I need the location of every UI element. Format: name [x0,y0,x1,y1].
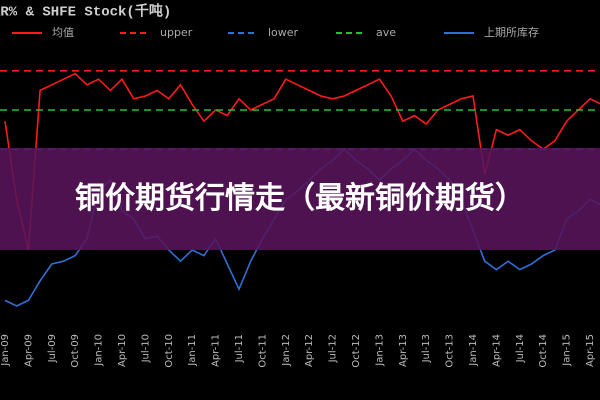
x-tick-label: Oct-09 [70,334,81,368]
x-tick-label: Jan-13 [374,334,385,367]
x-tick-label: Oct-13 [445,334,456,368]
x-tick-label: Apr-12 [304,334,315,367]
x-tick-label: Jan-12 [281,334,292,367]
x-tick-label: Jul-09 [47,334,58,363]
legend-label: ave [376,26,396,39]
x-tick-label: Apr-10 [117,334,128,367]
x-tick-label: Oct-12 [351,334,362,368]
x-tick-label: Jan-10 [94,334,105,367]
series-line [4,72,600,251]
x-tick-label: Jul-10 [140,334,151,363]
x-tick-label: Jan-15 [562,334,573,367]
legend-label: 均值 [52,26,74,39]
x-tick-label: Jul-14 [515,334,526,363]
x-tick-label: Jan-14 [468,334,479,367]
x-tick-label: Jul-12 [328,334,339,363]
legend-label: 上期所库存 [484,25,539,39]
x-tick-label: Oct-11 [257,334,268,368]
x-tick-label: Apr-13 [398,334,409,367]
banner: 铜价期货行情走（最新铜价期货） [0,148,600,250]
x-tick-label: Apr-15 [585,334,596,367]
x-tick-label: Apr-14 [491,334,502,367]
x-tick-label: Jul-13 [421,334,432,363]
x-tick-label: Oct-10 [164,334,175,368]
chart-title: AR% & SHFE Stock(千吨) [0,3,171,21]
x-tick-label: Jul-11 [234,334,245,363]
x-tick-label: Apr-11 [211,334,222,367]
x-tick-label: Jan-09 [0,334,11,367]
x-tick-label: Apr-09 [23,334,34,367]
legend-label: upper [160,26,193,39]
legend-label: lower [268,26,299,39]
banner-text: 铜价期货行情走（最新铜价期货） [75,181,525,216]
x-tick-label: Jan-11 [187,334,198,367]
x-tick-label: Oct-14 [538,334,549,368]
